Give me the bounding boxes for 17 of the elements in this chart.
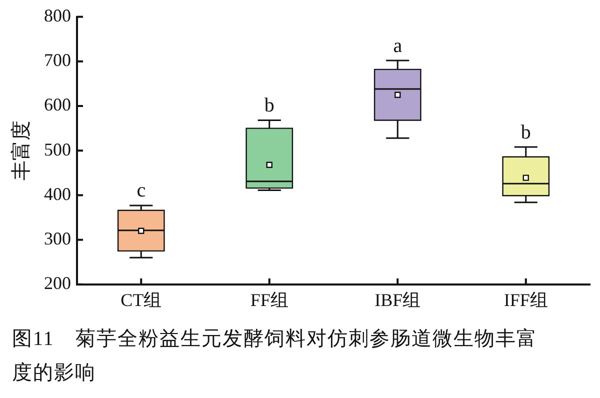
annotation: c bbox=[136, 180, 146, 202]
y-tick-label: 600 bbox=[44, 94, 71, 115]
annotation: b bbox=[264, 94, 274, 117]
y-tick-label: 500 bbox=[44, 139, 71, 160]
annotation: b bbox=[520, 121, 531, 144]
x-tick-label: CT组 bbox=[120, 290, 162, 310]
annotation: a bbox=[393, 34, 402, 57]
y-axis-title: 丰富度 bbox=[9, 120, 32, 181]
x-tick-label: IBF组 bbox=[374, 290, 421, 310]
y-tick-label: 400 bbox=[44, 184, 71, 204]
x-tick-label: IFF组 bbox=[504, 290, 548, 310]
text: 图11 菊芋全粉益生元发酵饲料对仿刺参肠道微生物丰富度的影响 bbox=[12, 327, 538, 386]
y-tick-label: 300 bbox=[44, 228, 71, 249]
x-tick-label: FF组 bbox=[250, 290, 288, 310]
y-tick-label: 200 bbox=[44, 273, 71, 294]
y-tick-label: 700 bbox=[44, 50, 71, 70]
y-tick-label: 800 bbox=[44, 6, 71, 26]
